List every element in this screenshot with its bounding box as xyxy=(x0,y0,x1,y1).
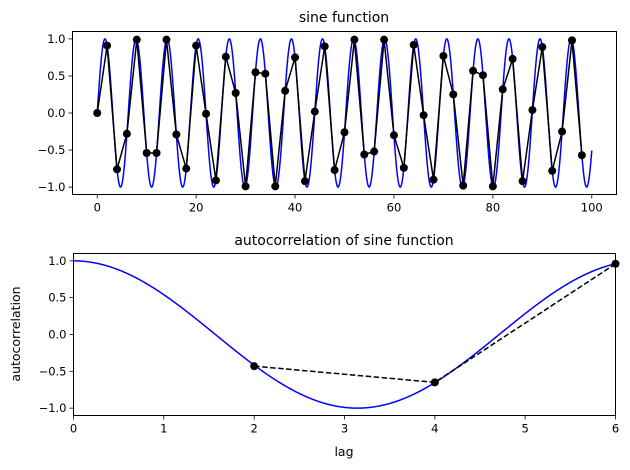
sine-data-point xyxy=(567,36,576,45)
sine-data-point xyxy=(103,41,112,50)
sine-data-point xyxy=(221,52,230,61)
autocorr-x-tick-label: 6 xyxy=(612,422,619,436)
autocorr-plot-area xyxy=(73,259,620,409)
sine-data-point xyxy=(469,66,478,75)
sine-y-tick-label: 0.5 xyxy=(47,69,65,83)
autocorr-sampled-line xyxy=(254,263,616,384)
sine-data-point xyxy=(577,151,586,160)
sine-data-point xyxy=(528,106,537,115)
autocorr-x-tick-label: 1 xyxy=(160,422,167,436)
sine-data-point xyxy=(340,128,349,137)
sine-data-point xyxy=(538,43,547,52)
sine-data-point xyxy=(182,164,191,173)
sine-data-point xyxy=(449,90,458,99)
sine-data-point xyxy=(231,88,240,97)
sine-sampled-line xyxy=(96,39,583,187)
sine-data-point xyxy=(211,176,220,185)
sine-data-point xyxy=(439,51,448,60)
autocorr-chart-title: autocorrelation of sine function xyxy=(234,233,453,249)
autocorr-y-tick-label: −1.0 xyxy=(39,401,67,415)
sine-x-tick-label: 40 xyxy=(288,201,303,215)
sine-data-point xyxy=(142,149,151,158)
sine-data-point xyxy=(261,69,270,78)
autocorr-x-tick-label: 0 xyxy=(70,422,77,436)
autocorr-y-tick-label: 0.5 xyxy=(48,291,66,305)
sine-data-point xyxy=(310,107,319,116)
autocorr-continuous-line xyxy=(73,260,616,409)
sine-data-point xyxy=(202,109,211,118)
autocorr-x-tick-label: 3 xyxy=(341,422,348,436)
sine-data-point xyxy=(459,181,468,190)
sine-subplot: sine function 0 20 40 60 80 100 −1.0 −0.5 0.0 0.5… xyxy=(38,10,617,215)
autocorr-y-axis-label: autocorrelation xyxy=(8,286,23,381)
sine-data-point xyxy=(192,41,201,50)
autocorr-x-axis-label: lag xyxy=(334,444,353,459)
autocorr-y-tick-label: 1.0 xyxy=(48,254,66,268)
sine-data-point xyxy=(558,127,567,136)
sine-x-tick-label: 80 xyxy=(486,201,501,215)
autocorr-axis-ticks: 0 1 2 3 4 5 6 −1.0 −0.5 0.0 0.5 1.0 xyxy=(39,254,620,436)
sine-data-point xyxy=(508,54,517,63)
sine-data-point xyxy=(429,175,438,184)
sine-data-point xyxy=(281,86,290,95)
sine-data-point xyxy=(291,53,300,62)
autocorr-y-tick-label: −0.5 xyxy=(39,364,67,378)
sine-data-point xyxy=(360,150,369,159)
autocorr-y-tick-label: 0.0 xyxy=(48,328,66,342)
sine-data-point xyxy=(380,35,389,44)
sine-y-tick-label: 1.0 xyxy=(47,32,65,46)
sine-data-point xyxy=(399,163,408,172)
sine-data-point xyxy=(370,147,379,156)
sine-data-point xyxy=(478,71,487,80)
autocorr-x-tick-label: 5 xyxy=(522,422,529,436)
sine-data-point xyxy=(498,85,507,94)
sine-data-point xyxy=(488,182,497,191)
sine-chart-title: sine function xyxy=(299,10,389,26)
sine-data-point xyxy=(548,166,557,175)
sine-data-point xyxy=(409,40,418,49)
sine-y-tick-label: −1.0 xyxy=(38,180,66,194)
sine-data-point xyxy=(330,166,339,175)
sine-data-point xyxy=(241,182,250,191)
sine-y-tick-label: −0.5 xyxy=(38,143,66,157)
sine-data-point xyxy=(271,182,280,191)
sine-data-point xyxy=(300,177,309,186)
autocorr-axes-frame xyxy=(73,253,616,416)
sine-data-point xyxy=(132,35,141,44)
sine-y-tick-label: 0.0 xyxy=(47,106,65,120)
sine-data-point xyxy=(251,68,260,77)
sine-data-point xyxy=(172,130,181,139)
sine-data-point xyxy=(518,177,527,186)
sine-axis-ticks: 0 20 40 60 80 100 −1.0 −0.5 0.0 0.5 1.0 xyxy=(38,32,603,215)
autocorr-data-point xyxy=(430,378,439,387)
sine-x-tick-label: 0 xyxy=(94,201,101,215)
autocorr-x-tick-label: 2 xyxy=(251,422,258,436)
sine-data-point xyxy=(122,129,131,138)
autocorr-data-point xyxy=(250,362,259,371)
sine-data-point xyxy=(113,165,122,174)
sine-x-tick-label: 60 xyxy=(387,201,402,215)
sine-data-point xyxy=(320,42,329,51)
sine-data-point xyxy=(93,109,102,117)
sine-x-tick-label: 100 xyxy=(581,201,603,215)
sine-data-point xyxy=(419,111,428,120)
sine-plot-area xyxy=(93,35,593,191)
autocorr-subplot: autocorrelation of sine function 0 1 2 3 4 5 6… xyxy=(8,233,620,459)
sine-x-tick-label: 20 xyxy=(189,201,204,215)
sine-data-point xyxy=(152,149,161,158)
autocorr-x-tick-label: 4 xyxy=(431,422,438,436)
sine-data-point xyxy=(350,35,359,44)
sine-data-point xyxy=(162,35,171,44)
sine-data-point xyxy=(389,131,398,140)
